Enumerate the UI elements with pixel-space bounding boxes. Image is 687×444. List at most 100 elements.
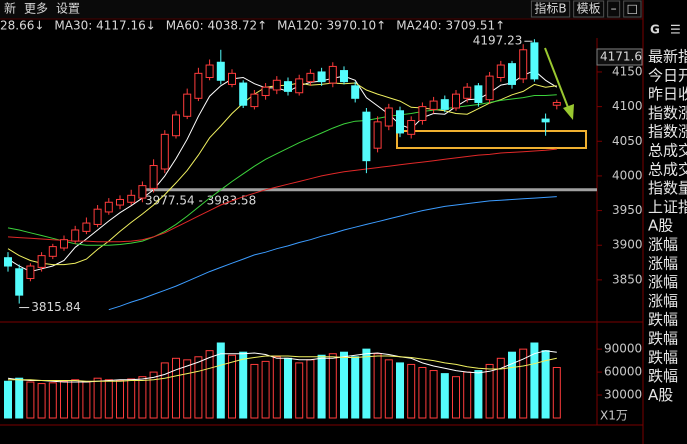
side-row: 最新指 <box>648 48 687 66</box>
volume-bar <box>306 359 315 419</box>
candle-body <box>205 64 214 79</box>
ma-line <box>108 196 557 311</box>
toolbar-button[interactable]: 更多 <box>24 2 48 16</box>
volume-bar <box>26 381 35 419</box>
candle-body <box>15 268 24 296</box>
candle-body <box>317 71 326 83</box>
volume-bar <box>328 353 337 419</box>
volume-bar <box>138 376 147 419</box>
volume-bar <box>239 351 248 419</box>
side-row: 涨幅 <box>648 273 678 291</box>
toolbar-button[interactable]: 指标B <box>534 1 566 16</box>
side-row: 总成交 <box>648 160 687 178</box>
side-row: 指数涨 <box>648 104 687 122</box>
volume-bar <box>384 359 393 419</box>
candle-body <box>407 119 416 135</box>
side-icon[interactable]: G <box>650 23 660 37</box>
y-tick-label: 90000 <box>604 342 642 356</box>
toolbar-button[interactable]: □ <box>627 2 638 16</box>
volume-bar <box>127 378 136 419</box>
volume-bar <box>552 366 561 419</box>
legend-entry: MA120: 3970.10↑ <box>277 19 386 33</box>
legend-entry: MA30: 4117.16↓ <box>54 19 155 33</box>
candle-body <box>160 133 169 170</box>
toolbar-button-frame <box>573 0 605 18</box>
candle-body <box>552 101 561 106</box>
volume-bar <box>71 379 80 419</box>
candle-body <box>127 194 136 203</box>
ma-line <box>7 82 557 266</box>
legend-entry: MA240: 3709.51↑ <box>396 19 505 33</box>
toolbar-button-frame <box>530 0 571 18</box>
candle-body <box>239 82 248 106</box>
candle-body <box>384 107 393 127</box>
candle-body <box>452 93 460 109</box>
volume-bar <box>15 377 24 419</box>
side-icon[interactable]: ☰ <box>670 23 681 37</box>
candle-body <box>138 185 147 199</box>
candle-body <box>261 86 270 97</box>
side-row: 指数涨 <box>648 123 687 141</box>
volume-bar <box>519 348 528 419</box>
y-tick-label: 4150 <box>612 64 643 78</box>
volume-bar <box>160 362 169 419</box>
candle-body <box>530 42 539 80</box>
volume-bar <box>463 371 472 419</box>
plot: 新更多 设置 □–模板指标B G ☰ 最新指今日开昨日收指数涨指数涨总成交总成交指数量上证… <box>0 0 687 423</box>
candle-body <box>351 85 360 99</box>
candle-body <box>519 49 528 80</box>
volume-bar <box>149 371 158 419</box>
side-row: 今日开 <box>648 66 687 84</box>
volume-bar <box>418 366 427 419</box>
volume-bar <box>48 382 57 419</box>
candle-body <box>429 100 438 110</box>
side-row: 上证指 <box>648 198 687 216</box>
toolbar-button[interactable]: 模板 <box>577 2 601 16</box>
volume-bar <box>82 381 91 419</box>
candle-body <box>216 61 225 81</box>
support-label: 3977.54 - 3983.58 <box>145 193 256 207</box>
ma-line <box>7 148 557 243</box>
highlight-box <box>396 130 587 149</box>
high-label: 4197.23 <box>473 34 523 48</box>
volume-bar <box>496 357 505 419</box>
side-row: 涨幅 <box>648 292 678 310</box>
candle-body <box>194 72 203 99</box>
y-tick-label: 4000 <box>612 168 643 182</box>
candle-body <box>463 86 472 99</box>
candle-body <box>373 121 382 149</box>
y-tick-label: 3850 <box>612 272 643 286</box>
candle-body <box>541 118 550 123</box>
volume-bar <box>317 354 326 419</box>
volume-bar <box>340 351 348 419</box>
candle-body <box>306 72 315 83</box>
toolbar-button[interactable]: 设置 <box>56 2 80 16</box>
volume-bar <box>429 370 438 419</box>
volume-bar <box>104 379 113 419</box>
ma-line <box>7 70 558 273</box>
candle-body <box>37 255 46 268</box>
candle-body <box>26 265 35 279</box>
side-row: 跌幅 <box>648 348 678 366</box>
volume-bar <box>205 350 214 419</box>
toolbar-button[interactable]: – <box>611 2 617 16</box>
volume-bar <box>362 348 371 419</box>
side-row: 总成交 <box>648 142 687 160</box>
candle-body <box>71 229 80 242</box>
candle-body <box>474 85 483 103</box>
y-tick-label: 60000 <box>604 365 642 379</box>
candle-body <box>60 239 68 249</box>
price-marker-box <box>596 48 643 66</box>
volume-bar <box>216 342 225 419</box>
low-label: 3815.84 <box>31 300 81 314</box>
volume-bar <box>396 362 404 419</box>
side-row: 涨幅 <box>648 254 678 272</box>
candle-body <box>104 201 113 213</box>
candle-body <box>228 72 236 85</box>
candle-body <box>440 99 449 110</box>
volume-bar <box>407 363 416 419</box>
toolbar <box>0 0 643 19</box>
toolbar-button[interactable]: 新 <box>4 1 16 16</box>
volume-bar <box>172 357 180 419</box>
